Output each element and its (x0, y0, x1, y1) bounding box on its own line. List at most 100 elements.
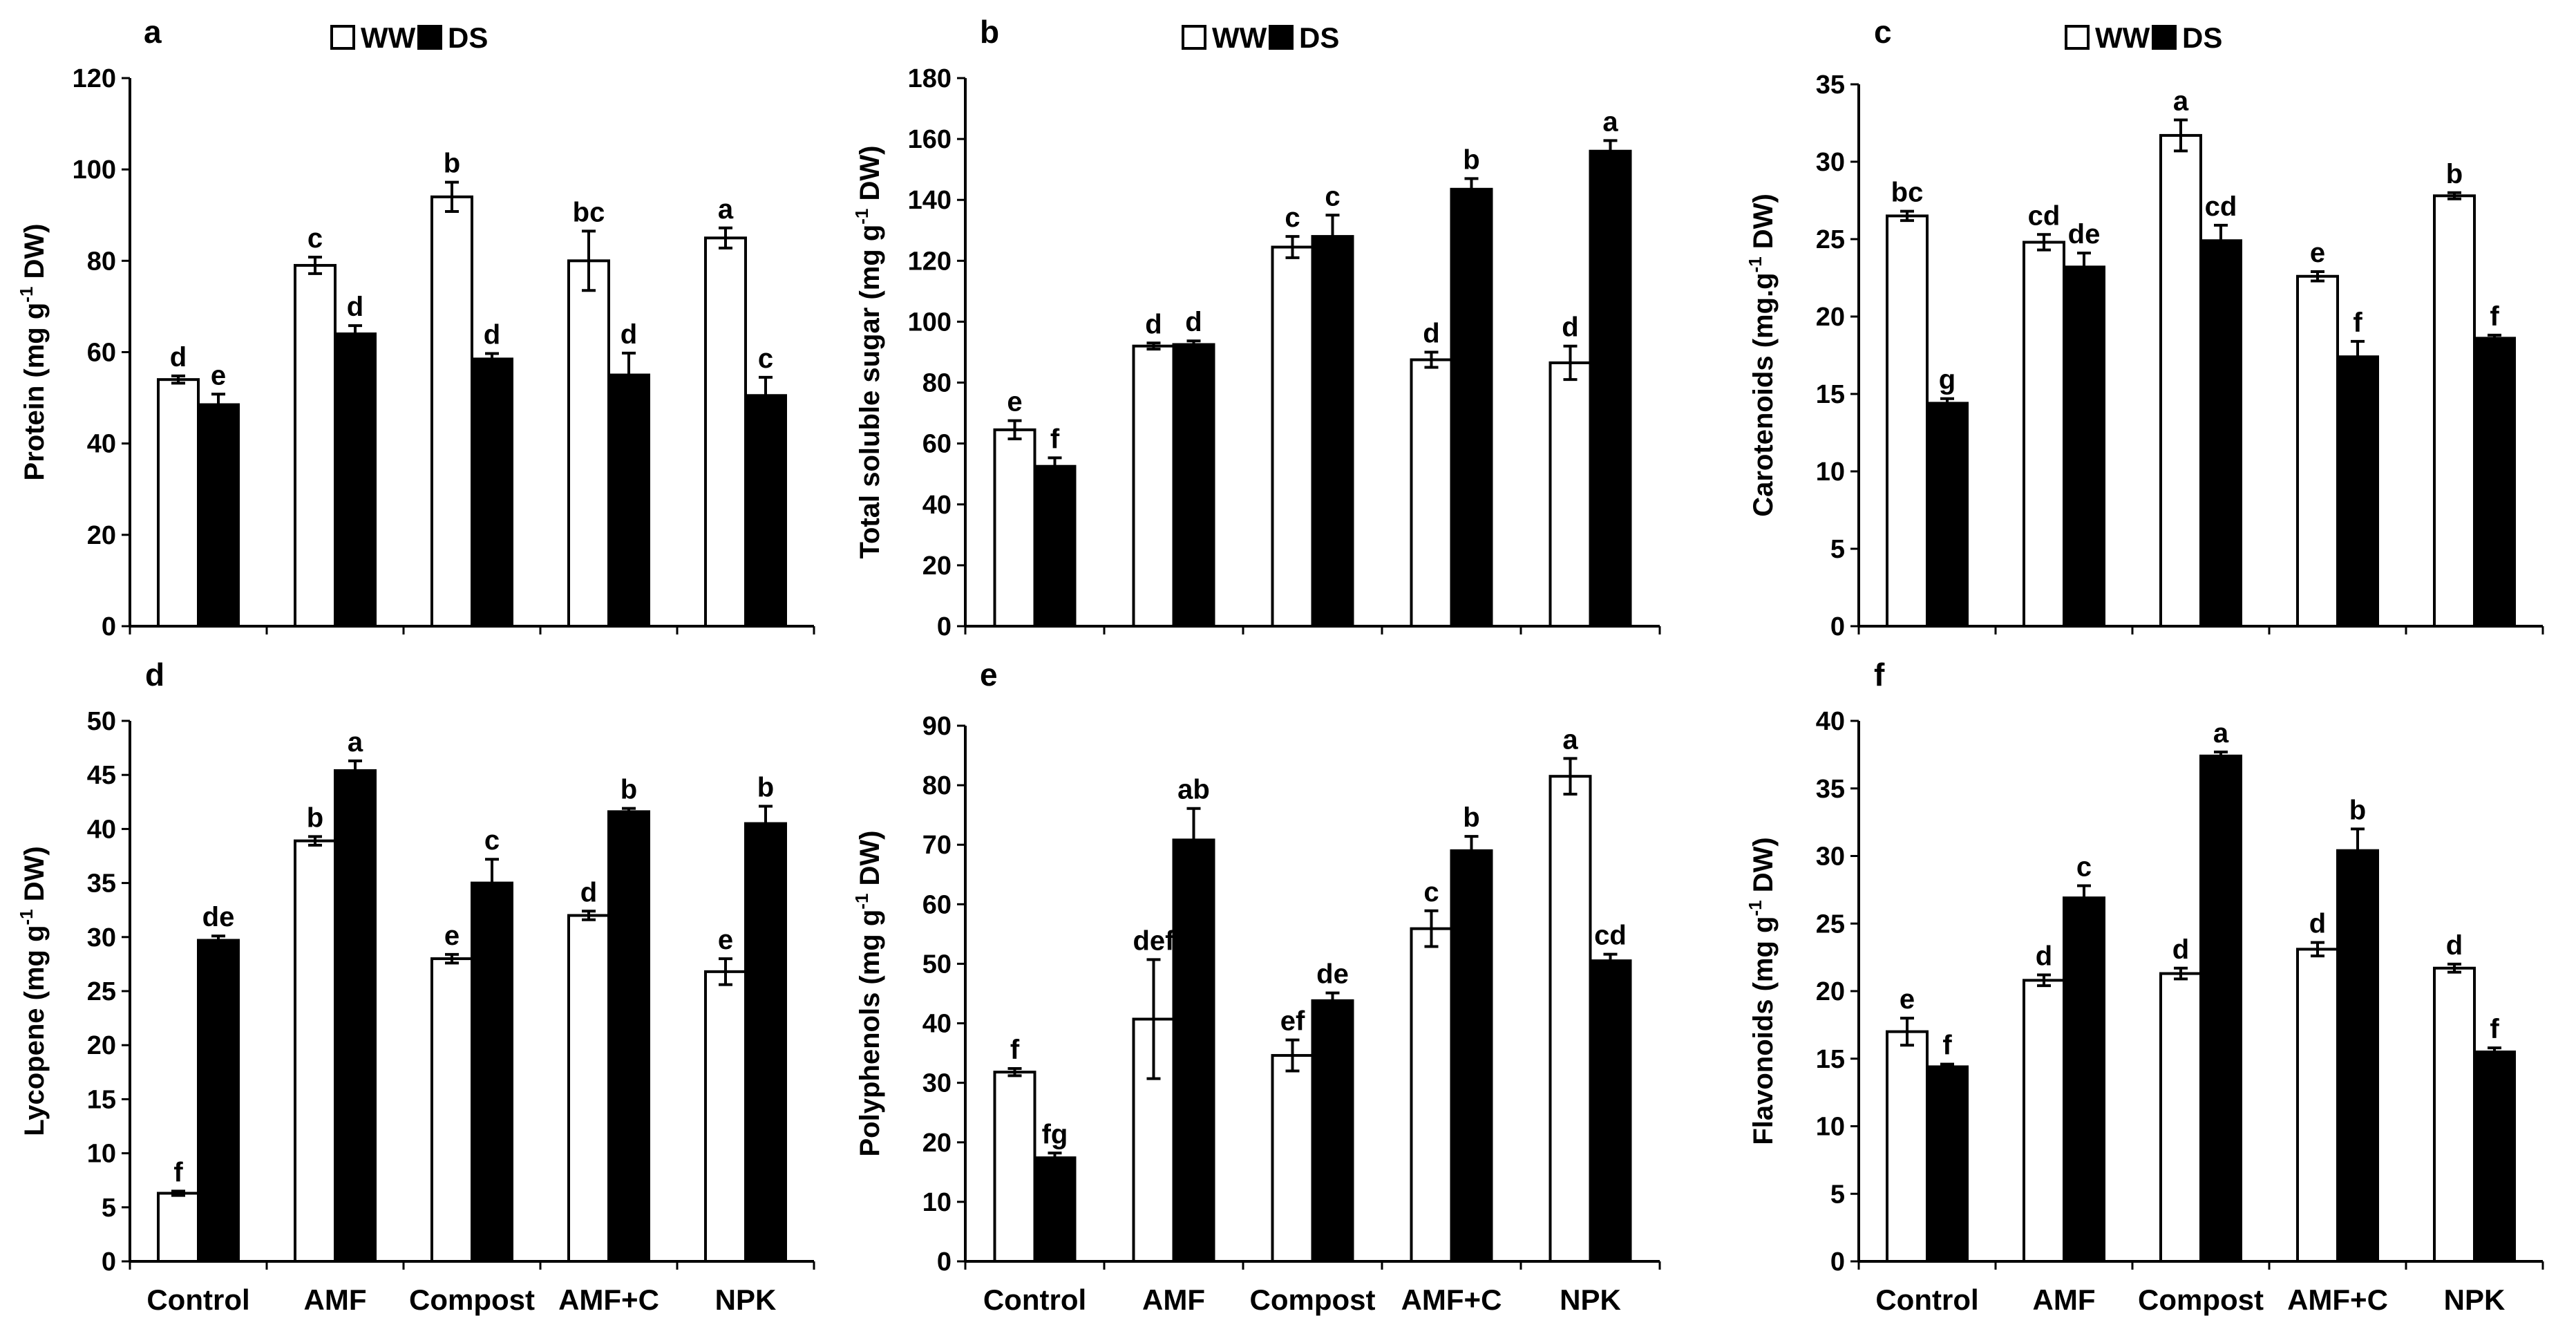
y-tick-label-a: 40 (87, 430, 116, 459)
bar-c-ww-amf+c (2296, 274, 2339, 628)
y-tick-label-d: 25 (87, 977, 116, 1006)
bar-c-ds-amf (2063, 265, 2105, 628)
x-category-label-d-amf: AMF (304, 1283, 367, 1316)
y-axis-title-sup-c: -1 (1745, 256, 1765, 272)
panel-c: c WW DS 0 5 10 15 20 25 30 35 Carotenoids (mg.g-1 D… (1745, 14, 2544, 641)
x-category-label-f-compost: Compost (2138, 1283, 2264, 1316)
significance-letter-e-ww-control: f (1010, 1035, 1020, 1065)
y-tick-label-f: 40 (1816, 707, 1845, 736)
significance-letter-d-ds-amf+c: b (621, 775, 637, 805)
bar-b-ww-npk (1549, 361, 1592, 628)
y-tick-label-f: 30 (1816, 843, 1845, 872)
significance-letter-d-ds-amf: a (348, 727, 363, 758)
bar-e-ds-compost (1311, 999, 1354, 1263)
y-axis-title-tail-b: DW) (855, 146, 885, 209)
x-category-label-e-amf: AMF (1142, 1283, 1205, 1316)
x-category-label-f-control: Control (1875, 1283, 1978, 1316)
panel-letter-b: b (980, 14, 999, 50)
significance-letter-a-ds-amf: d (347, 292, 363, 322)
y-axis-title-sup-e: -1 (851, 894, 872, 910)
y-tick-label-e: 10 (922, 1188, 951, 1217)
significance-letter-e-ds-npk: cd (1594, 921, 1627, 951)
y-tick-label-f: 35 (1816, 775, 1845, 804)
legend-label-c-ds: DS (2182, 21, 2222, 54)
bar-b-ds-amf (1172, 343, 1215, 628)
y-axis-title-tail-c: DW) (1748, 194, 1779, 256)
bar-e-ds-npk (1589, 959, 1632, 1263)
y-axis-title-tail-e: DW) (855, 831, 885, 894)
y-axis-title-f: Flavonoids (mg g-1 DW) (1745, 837, 1779, 1145)
x-category-label-e-amf+c: AMF+C (1401, 1283, 1502, 1316)
bar-f-ww-compost (2159, 972, 2202, 1263)
legend-label-a-ds: DS (448, 21, 488, 54)
legend-label-b-ww: WW (1212, 21, 1267, 54)
y-axis-title-main-f: Flavonoids (mg g (1748, 916, 1779, 1145)
legend-swatch-a-ds (417, 25, 442, 50)
bar-e-ww-amf+c (1410, 927, 1453, 1263)
y-tick-label-d: 50 (87, 707, 116, 736)
bar-b-ww-amf (1132, 344, 1175, 628)
legend-swatch-b-ww (1182, 25, 1206, 50)
significance-letter-e-ww-amf: def (1133, 925, 1175, 956)
y-tick-label-e: 20 (922, 1129, 951, 1158)
panel-letter-c: c (1874, 14, 1892, 50)
significance-letter-a-ww-amf+c: bc (573, 197, 605, 227)
bar-b-ds-compost (1311, 235, 1354, 628)
bar-a-ww-amf (294, 263, 337, 628)
bar-c-ds-control (1926, 402, 1969, 628)
y-axis-title-b: Total soluble sugar (mg g-1 DW) (851, 146, 885, 559)
significance-letter-b-ds-amf+c: b (1463, 144, 1479, 175)
y-tick-label-b: 0 (937, 612, 951, 641)
significance-letter-c-ww-amf+c: e (2310, 238, 2325, 268)
y-tick-label-e: 60 (922, 890, 951, 919)
y-axis-title-main-d: Lycopene (mg g (19, 925, 50, 1136)
bar-a-ds-amf+c (607, 373, 650, 628)
significance-letter-f-ds-control: f (1942, 1031, 1952, 1061)
y-tick-label-d: 10 (87, 1140, 116, 1169)
y-axis-title-c: Carotenoids (mg.g-1 DW) (1745, 194, 1779, 517)
y-tick-label-e: 40 (922, 1010, 951, 1039)
y-tick-label-d: 35 (87, 869, 116, 898)
significance-letter-d-ww-npk: e (718, 925, 733, 955)
significance-letter-e-ds-amf+c: b (1463, 802, 1479, 833)
bar-f-ds-amf (2063, 896, 2105, 1263)
y-tick-label-b: 140 (908, 186, 951, 215)
panel-f: f 0 5 10 15 20 25 30 35 40 Flavonoids (mg g-1 DW) e… (1745, 657, 2544, 1316)
significance-letter-f-ww-compost: d (2172, 934, 2189, 965)
y-tick-label-f: 10 (1816, 1113, 1845, 1142)
significance-letter-e-ds-control: fg (1042, 1119, 1068, 1149)
bar-d-ww-npk (704, 970, 747, 1263)
significance-letter-f-ds-amf+c: b (2349, 795, 2366, 825)
y-tick-label-a: 100 (73, 156, 116, 185)
bar-f-ww-amf+c (2296, 948, 2339, 1263)
x-category-label-f-amf: AMF (2033, 1283, 2096, 1316)
significance-letter-a-ww-amf: c (307, 223, 323, 254)
significance-letter-c-ds-amf: de (2068, 219, 2101, 250)
y-axis-title-sup-d: -1 (16, 909, 37, 925)
bar-e-ww-compost (1271, 1054, 1314, 1263)
y-tick-label-c: 10 (1816, 458, 1845, 487)
significance-letter-e-ww-compost: ef (1280, 1006, 1305, 1037)
bar-e-ds-control (1033, 1156, 1077, 1263)
bar-c-ww-compost (2159, 133, 2202, 628)
significance-letter-c-ww-amf: cd (2028, 200, 2061, 231)
bar-a-ww-amf+c (567, 259, 610, 628)
significance-letter-c-ds-amf+c: f (2353, 308, 2362, 338)
panel-e: e 0 10 20 30 40 50 60 70 80 90 Polyphenols (mg g-1 … (851, 657, 1661, 1316)
significance-letter-c-ww-npk: b (2446, 159, 2463, 189)
significance-letter-c-ds-control: g (1939, 365, 1955, 395)
significance-letter-d-ds-control: de (202, 902, 235, 932)
significance-letter-a-ww-compost: b (444, 149, 460, 179)
bar-d-ww-control (157, 1192, 200, 1263)
y-tick-label-a: 80 (87, 247, 116, 276)
y-axis-title-main-e: Polyphenols (mg g (855, 910, 885, 1157)
bar-f-ww-amf (2023, 979, 2065, 1263)
y-tick-label-b: 180 (908, 64, 951, 93)
significance-letter-a-ds-npk: c (758, 344, 773, 374)
y-tick-label-e: 70 (922, 831, 951, 860)
y-tick-label-c: 25 (1816, 225, 1845, 254)
significance-letter-a-ww-npk: a (718, 194, 734, 225)
x-category-label-d-compost: Compost (409, 1283, 535, 1316)
y-tick-label-e: 50 (922, 950, 951, 979)
bar-f-ds-amf+c (2336, 849, 2379, 1263)
